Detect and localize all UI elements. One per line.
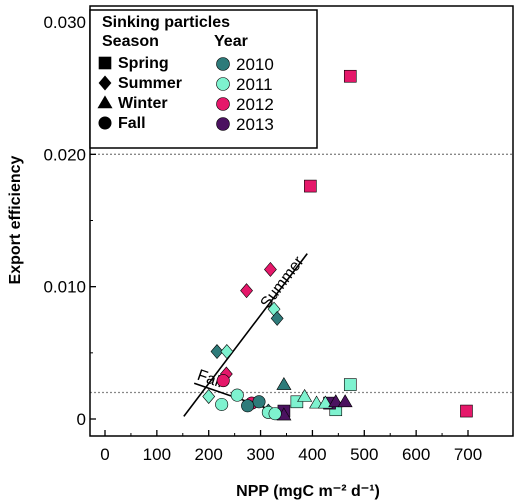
legend-year-label-2011: 2011 (236, 75, 273, 94)
data-point-summer-2011-15 (202, 389, 216, 404)
x-tick-label: 400 (298, 445, 326, 464)
y-tick-label: 0.030 (43, 13, 86, 32)
legend-year-label-2010: 2010 (236, 55, 274, 74)
legend-marker-fall (98, 116, 112, 130)
legend-season-label-winter: Winter (118, 95, 168, 112)
data-point-winter-2011-20 (317, 395, 333, 409)
legend-season-label-fall: Fall (118, 115, 146, 132)
legend-marker-winter (97, 95, 113, 109)
data-point-spring-2012-1 (304, 179, 317, 193)
data-point-summer-2011-14 (220, 344, 234, 359)
legend: Sinking particles Season Year Spring Summ… (89, 9, 318, 149)
legend-seasons: Spring Summer Winter Fall (97, 55, 182, 132)
data-point-winter-2013-21 (328, 394, 344, 408)
fit-line-summer-label: Summer (257, 253, 307, 312)
data-point-winter-2010-17 (276, 376, 292, 390)
fit-line-summer (183, 253, 308, 417)
data-point-summer-2012-8 (264, 262, 277, 277)
data-point-spring-2011-3 (343, 378, 357, 391)
x-tick-label: 200 (195, 445, 223, 464)
data-point-fall-2010-28 (252, 395, 266, 409)
x-tick-label: 700 (454, 445, 482, 464)
data-point-spring-2012-0 (343, 69, 357, 83)
legend-marker-summer (98, 75, 112, 91)
y-tick-label: 0.020 (43, 145, 86, 164)
legend-season-label-summer: Summer (118, 75, 182, 92)
legend-marker-2012 (216, 97, 230, 111)
data-point-summer-2010-13 (210, 344, 224, 359)
data-point-fall-2011-26 (215, 397, 229, 411)
x-tick-label: 0 (100, 445, 109, 464)
y-axis-ticks: 0 0.010 0.020 0.030 (43, 13, 96, 429)
legend-year-label-2012: 2012 (236, 95, 274, 114)
legend-year-header: Year (214, 33, 248, 50)
data-point-fall-2011-31 (268, 407, 282, 421)
y-tick-label: 0.010 (43, 278, 86, 297)
data-point-fall-2010-29 (241, 399, 255, 413)
data-points (202, 69, 473, 421)
legend-season-label-spring: Spring (118, 55, 169, 72)
x-tick-label: 600 (402, 445, 430, 464)
legend-marker-2011 (216, 77, 230, 91)
data-point-fall-2011-25 (230, 388, 244, 402)
legend-marker-spring (98, 56, 112, 70)
legend-marker-2010 (216, 57, 230, 71)
legend-season-header: Season (102, 33, 159, 50)
y-tick-label: 0 (77, 410, 86, 429)
x-tick-label: 300 (246, 445, 274, 464)
data-point-winter-2013-22 (337, 394, 353, 408)
legend-year-label-2013: 2013 (236, 115, 274, 134)
data-point-fall-2012-24 (216, 374, 230, 388)
data-point-spring-2012-2 (460, 404, 473, 418)
data-point-winter-2011-18 (297, 388, 313, 402)
x-tick-label: 100 (143, 445, 171, 464)
legend-box (89, 9, 318, 149)
data-point-summer-2012-9 (240, 283, 253, 299)
x-axis-ticks: 0 100 200 300 400 500 600 700 (100, 430, 482, 464)
x-tick-label: 500 (350, 445, 378, 464)
legend-title: Sinking particles (102, 14, 230, 31)
y-axis-title: Export efficiency (7, 155, 24, 284)
legend-marker-2013 (216, 117, 230, 131)
x-axis-title: NPP (mgC m⁻² d⁻¹) (236, 483, 380, 500)
data-point-summer-2010-12 (270, 310, 284, 326)
